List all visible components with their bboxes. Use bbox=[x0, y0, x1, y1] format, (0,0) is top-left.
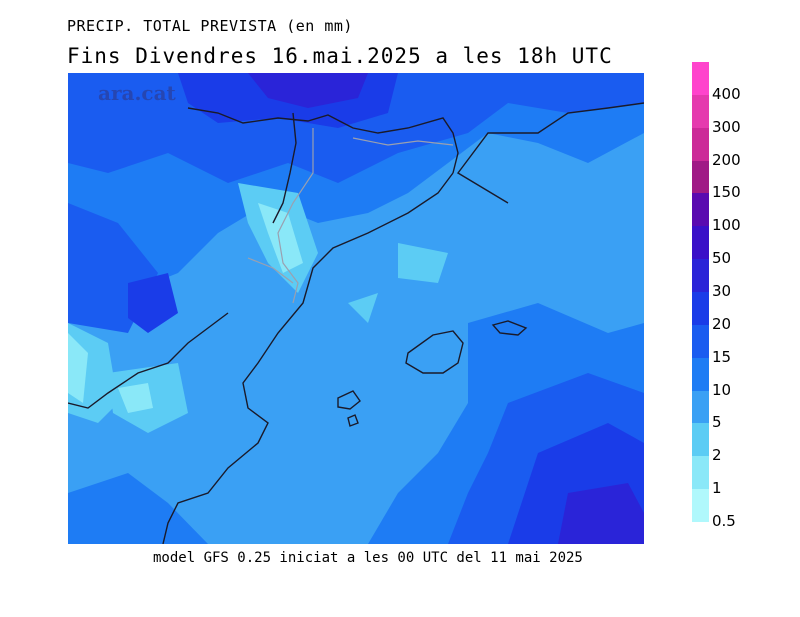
legend-label: 20 bbox=[712, 314, 732, 333]
legend-swatch bbox=[692, 127, 709, 162]
precipitation-field bbox=[68, 73, 644, 544]
legend-label: 30 bbox=[712, 282, 732, 300]
legend-label: 15 bbox=[712, 347, 732, 366]
map-title: PRECIP. TOTAL PREVISTA (en mm) bbox=[67, 17, 353, 35]
legend-label: 150 bbox=[712, 183, 741, 202]
legend-swatch bbox=[692, 357, 709, 392]
watermark-logo: ara.cat bbox=[98, 81, 176, 105]
legend-label: 1 bbox=[712, 479, 722, 498]
coastline-borders bbox=[68, 102, 644, 544]
legend-swatch bbox=[692, 456, 709, 490]
legend-swatch bbox=[692, 259, 709, 293]
legend-swatch bbox=[692, 423, 709, 457]
legend-swatch bbox=[692, 324, 709, 359]
legend-label: 10 bbox=[712, 380, 732, 399]
legend-swatch bbox=[692, 226, 709, 260]
legend-label: 50 bbox=[712, 249, 732, 268]
precipitation-map: ara.cat bbox=[68, 73, 644, 544]
legend-label: 0.5 bbox=[712, 512, 736, 530]
legend-swatch bbox=[692, 94, 709, 129]
legend-label: 2 bbox=[712, 446, 722, 465]
legend-swatch bbox=[692, 390, 709, 424]
precipitation-legend bbox=[692, 62, 709, 523]
legend-swatch bbox=[692, 193, 709, 227]
legend-swatch bbox=[692, 62, 709, 96]
legend-label: 200 bbox=[712, 150, 741, 169]
model-info: model GFS 0.25 iniciat a les 00 UTC del … bbox=[153, 550, 583, 566]
legend-swatch bbox=[692, 489, 709, 523]
legend-swatch bbox=[692, 160, 709, 194]
legend-swatch bbox=[692, 292, 709, 326]
legend-label: 5 bbox=[712, 413, 722, 432]
legend-label: 400 bbox=[712, 84, 741, 103]
legend-label: 300 bbox=[712, 117, 741, 136]
map-subtitle: Fins Divendres 16.mai.2025 a les 18h UTC bbox=[67, 44, 613, 68]
legend-label: 100 bbox=[712, 216, 741, 235]
